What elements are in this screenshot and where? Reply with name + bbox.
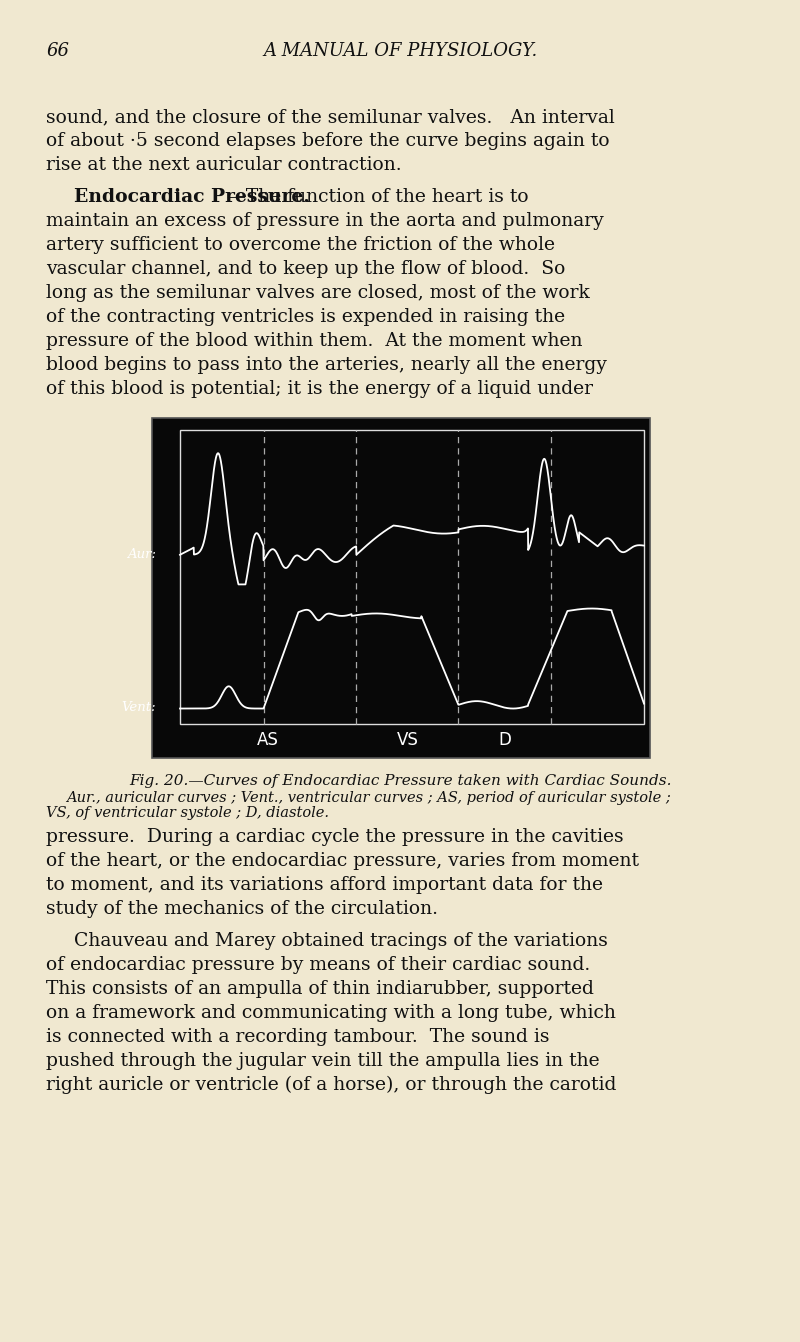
Text: to moment, and its variations afford important data for the: to moment, and its variations afford imp… (46, 876, 603, 894)
Text: blood begins to pass into the arteries, nearly all the energy: blood begins to pass into the arteries, … (46, 356, 607, 374)
Text: Vent:: Vent: (122, 701, 156, 714)
Text: maintain an excess of pressure in the aorta and pulmonary: maintain an excess of pressure in the ao… (46, 212, 604, 229)
Text: sound, and the closure of the semilunar valves.   An interval: sound, and the closure of the semilunar … (46, 107, 614, 126)
Text: Aur:: Aur: (127, 549, 156, 561)
Text: study of the mechanics of the circulation.: study of the mechanics of the circulatio… (46, 900, 438, 918)
Text: D: D (498, 731, 511, 749)
Text: on a framework and communicating with a long tube, which: on a framework and communicating with a … (46, 1004, 616, 1023)
Text: is connected with a recording tambour.  The sound is: is connected with a recording tambour. T… (46, 1028, 550, 1045)
Text: of the heart, or the endocardiac pressure, varies from moment: of the heart, or the endocardiac pressur… (46, 852, 639, 870)
Text: pressure.  During a cardiac cycle the pressure in the cavities: pressure. During a cardiac cycle the pre… (46, 828, 624, 845)
Text: VS: VS (397, 731, 418, 749)
Text: —The function of the heart is to: —The function of the heart is to (227, 188, 529, 207)
Text: of endocardiac pressure by means of their cardiac sound.: of endocardiac pressure by means of thei… (46, 956, 590, 974)
Text: Fig. 20.—Curves of Endocardiac Pressure taken with Cardiac Sounds.: Fig. 20.—Curves of Endocardiac Pressure … (129, 774, 671, 788)
Text: VS, of ventricular systole ; D, diastole.: VS, of ventricular systole ; D, diastole… (46, 807, 329, 820)
Text: long as the semilunar valves are closed, most of the work: long as the semilunar valves are closed,… (46, 285, 590, 302)
Text: A MANUAL OF PHYSIOLOGY.: A MANUAL OF PHYSIOLOGY. (263, 42, 537, 60)
Text: of this blood is potential; it is the energy of a liquid under: of this blood is potential; it is the en… (46, 380, 593, 399)
Text: right auricle or ventricle (of a horse), or through the carotid: right auricle or ventricle (of a horse),… (46, 1076, 616, 1094)
Text: pushed through the jugular vein till the ampulla lies in the: pushed through the jugular vein till the… (46, 1052, 600, 1070)
Text: pressure of the blood within them.  At the moment when: pressure of the blood within them. At th… (46, 331, 582, 350)
Text: Aur., auricular curves ; Vent., ventricular curves ; AS, period of auricular sys: Aur., auricular curves ; Vent., ventricu… (66, 790, 670, 805)
Bar (152, 417, 650, 758)
Text: Chauveau and Marey obtained tracings of the variations: Chauveau and Marey obtained tracings of … (74, 931, 608, 950)
Text: rise at the next auricular contraction.: rise at the next auricular contraction. (46, 156, 402, 174)
Bar (180, 429, 644, 723)
Text: vascular channel, and to keep up the flow of blood.  So: vascular channel, and to keep up the flo… (46, 260, 566, 278)
Text: artery sufficient to overcome the friction of the whole: artery sufficient to overcome the fricti… (46, 236, 555, 254)
Text: of the contracting ventricles is expended in raising the: of the contracting ventricles is expende… (46, 309, 565, 326)
Text: 66: 66 (46, 42, 69, 60)
Text: AS: AS (258, 731, 279, 749)
Text: Endocardiac Pressure.: Endocardiac Pressure. (74, 188, 310, 207)
Text: This consists of an ampulla of thin indiarubber, supported: This consists of an ampulla of thin indi… (46, 980, 594, 998)
Text: of about ·5 second elapses before the curve begins again to: of about ·5 second elapses before the cu… (46, 132, 610, 150)
